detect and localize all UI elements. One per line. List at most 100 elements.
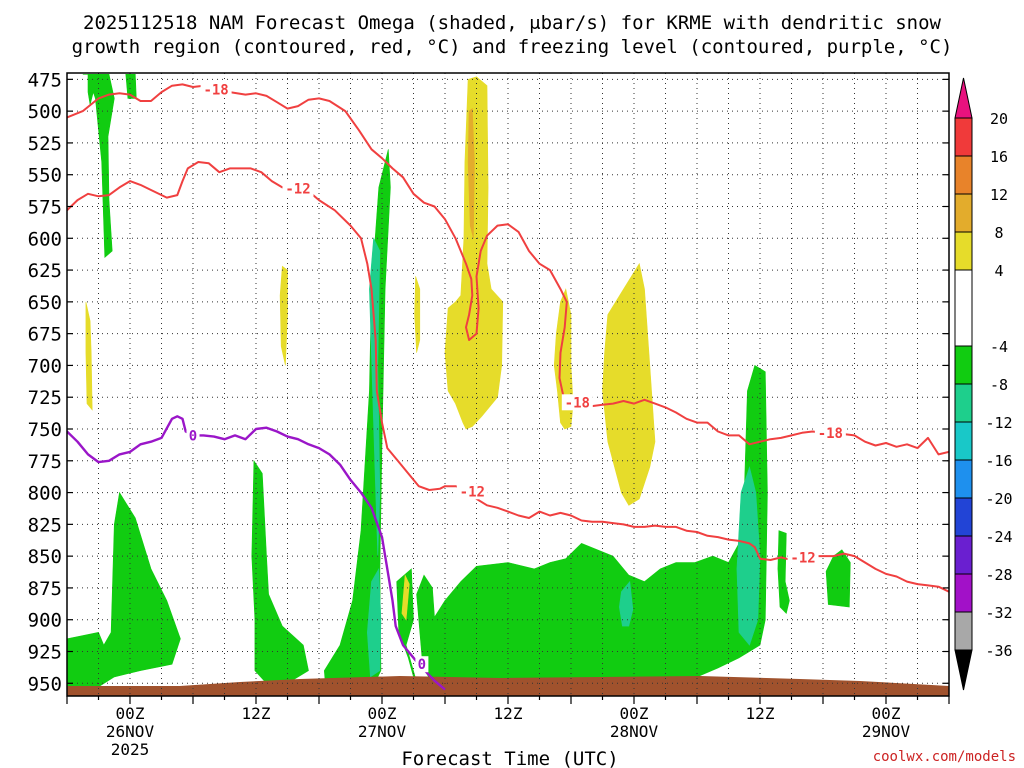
contour-label-2-1: 0 (418, 657, 426, 673)
colorbar-label-13: -36 (985, 642, 1012, 660)
x-tick-label-3-0: 12Z (494, 704, 523, 723)
colorbar-bin--16 (954, 421, 973, 461)
omega-region-6 (366, 567, 382, 678)
y-tick-label-525: 525 (28, 133, 62, 155)
x-tick-label-1-0: 12Z (242, 704, 271, 723)
contour-line-temperature-0 (67, 83, 949, 456)
colorbar-bin-bottom (954, 649, 973, 691)
contour-label-bg (787, 549, 819, 566)
contour-label-bg (415, 656, 429, 673)
colorbar-bin--36 (954, 611, 973, 651)
colorbar-label-6: -8 (990, 376, 1008, 394)
omega-region-3 (251, 459, 309, 684)
y-tick-label-925: 925 (28, 642, 62, 664)
omega-region-20 (602, 262, 656, 506)
x-axis-label: Forecast Time (UTC) (401, 748, 618, 768)
contour-label-bg (282, 180, 314, 197)
colorbar-labels: 20 16 12 8 4 -4 -8 -12 -16 -20 -24 -28 -32 -36 (985, 110, 1012, 660)
y-tick-label-825: 825 (28, 514, 62, 536)
contour-label-bg (561, 394, 593, 411)
colorbar-bin--32 (954, 573, 973, 613)
colorbar-label-5: -4 (990, 338, 1008, 356)
colorbar-bin--20 (954, 459, 973, 499)
colorbar-label-8: -16 (985, 452, 1012, 470)
colorbar (954, 77, 973, 691)
y-tick-label-550: 550 (28, 165, 62, 187)
y-tick-label-750: 750 (28, 419, 62, 441)
x-tick-label-0-2: 2025 (111, 740, 150, 759)
contour-label-1-2: -12 (790, 550, 815, 566)
colorbar-bin-top (954, 77, 973, 119)
colorbar-bin--28 (954, 535, 973, 575)
omega-shading (67, 74, 851, 696)
colorbar-label-3: 8 (994, 224, 1003, 242)
colorbar-bin-4 (954, 231, 973, 271)
y-tick-label-850: 850 (28, 546, 62, 568)
omega-region-16 (401, 574, 410, 621)
colorbar-bin--24 (954, 497, 973, 537)
colorbar-label-11: -28 (985, 566, 1012, 584)
omega-region-14 (279, 265, 288, 366)
contour-label-1-1: -12 (460, 484, 485, 500)
omega-region-18 (467, 108, 475, 239)
y-axis: 475 500 525 550 575 600 625 650 675 700 725 750 775 8… (28, 69, 949, 695)
colorbar-label-12: -32 (985, 604, 1012, 622)
colorbar-bin-8 (954, 193, 973, 233)
contour-label-0-0: -18 (203, 83, 228, 99)
contour-label-bg (200, 81, 232, 98)
colorbar-bin--8 (954, 345, 973, 385)
terrain-ground (67, 676, 949, 696)
colorbar-label-7: -12 (985, 414, 1012, 432)
colorbar-bin-16 (954, 117, 973, 157)
x-tick-label-0-1: 26NOV (106, 722, 155, 741)
omega-region-2 (67, 491, 181, 694)
colorbar-bin--12 (954, 383, 973, 423)
colorbar-label-10: -24 (985, 528, 1012, 546)
y-tick-label-875: 875 (28, 578, 62, 600)
omega-region-17 (444, 76, 504, 430)
colorbar-label-0: 20 (990, 110, 1008, 128)
y-tick-label-675: 675 (28, 324, 62, 346)
x-tick-label-6-0: 00Z (872, 704, 901, 723)
x-tick-label-5-0: 12Z (746, 704, 775, 723)
contour-label-2-0: 0 (189, 428, 197, 444)
omega-region-15 (414, 276, 421, 353)
colorbar-label-2: 12 (990, 186, 1008, 204)
y-tick-label-650: 650 (28, 292, 62, 314)
x-tick-label-4-1: 28NOV (610, 722, 659, 741)
y-tick-label-575: 575 (28, 197, 62, 219)
x-tick-label-6-1: 29NOV (862, 722, 911, 741)
contour-labels: -18 -18 -18 -12 -12 -12 0 0 (186, 81, 846, 673)
contour-label-bg (186, 427, 200, 444)
y-tick-label-775: 775 (28, 451, 62, 473)
y-tick-label-500: 500 (28, 101, 62, 123)
omega-region-10 (618, 580, 634, 627)
y-tick-label-900: 900 (28, 610, 62, 632)
plot-area (67, 73, 949, 696)
chart-title-line2: growth region (contoured, red, °C) and f… (72, 36, 953, 58)
y-tick-label-725: 725 (28, 387, 62, 409)
x-tick-label-0-0: 00Z (116, 704, 145, 723)
omega-region-12 (825, 549, 851, 608)
colorbar-label-1: 16 (990, 148, 1008, 166)
y-tick-label-475: 475 (28, 69, 62, 91)
credit-link[interactable]: coolwx.com/models (873, 749, 1016, 765)
y-tick-label-950: 950 (28, 673, 62, 695)
y-tick-label-800: 800 (28, 483, 62, 505)
x-tick-label-2-0: 00Z (368, 704, 397, 723)
y-tick-label-700: 700 (28, 355, 62, 377)
y-tick-label-625: 625 (28, 260, 62, 282)
colorbar-bin--4 (954, 269, 973, 347)
contour-label-0-2: -18 (818, 426, 843, 442)
colorbar-label-4: 4 (994, 262, 1003, 280)
omega-region-11 (777, 530, 790, 614)
omega-region-13 (85, 301, 93, 411)
contour-label-0-1: -18 (565, 395, 590, 411)
x-tick-label-2-1: 27NOV (358, 722, 407, 741)
colorbar-label-9: -20 (985, 490, 1012, 508)
x-tick-label-4-0: 00Z (620, 704, 649, 723)
omega-region-19 (553, 288, 574, 430)
contour-label-bg (814, 424, 846, 441)
